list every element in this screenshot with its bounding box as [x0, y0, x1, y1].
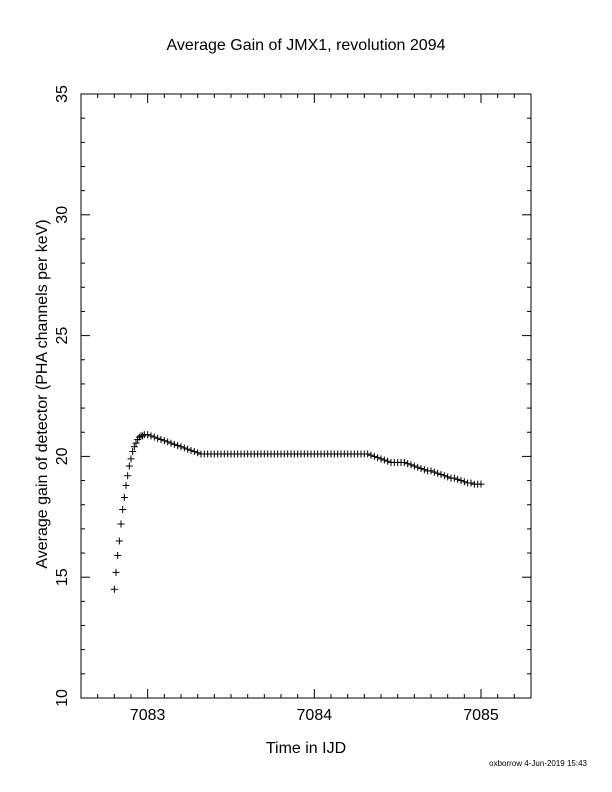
- data-point: [454, 475, 462, 483]
- data-point: [457, 477, 465, 485]
- plot-frame: [80, 93, 532, 699]
- data-point: [139, 432, 147, 440]
- data-point: [410, 462, 418, 470]
- data-point: [407, 461, 415, 469]
- data-point: [177, 443, 185, 451]
- data-point: [180, 444, 188, 452]
- data-point: [374, 454, 382, 462]
- data-point: [477, 480, 485, 488]
- data-point: [135, 433, 143, 441]
- data-point: [157, 435, 165, 443]
- data-point: [115, 537, 123, 545]
- data-point: [440, 472, 448, 480]
- axis-ticks: [80, 93, 532, 699]
- data-point: [420, 466, 428, 474]
- data-point: [112, 568, 120, 576]
- y-tick-label: 20: [54, 447, 71, 465]
- data-point: [450, 474, 458, 482]
- data-point: [190, 448, 198, 456]
- data-point: [114, 551, 122, 559]
- data-point: [377, 455, 385, 463]
- data-point: [437, 471, 445, 479]
- data-point: [147, 432, 155, 440]
- data-point: [117, 520, 125, 528]
- data-point: [127, 455, 135, 463]
- data-point: [170, 440, 178, 448]
- y-tick-label: 25: [54, 327, 71, 345]
- x-tick-label: 7084: [297, 707, 333, 724]
- data-point: [125, 462, 133, 470]
- data-point: [144, 431, 152, 439]
- chart-title: Average Gain of JMX1, revolution 2094: [166, 37, 446, 54]
- data-point: [364, 450, 372, 458]
- data-point: [154, 434, 162, 442]
- data-point: [367, 451, 375, 459]
- author-credit: oxborrow 4-Jun-2019 15:43: [489, 759, 587, 768]
- data-point: [467, 479, 475, 487]
- data-point: [167, 439, 175, 447]
- data-point: [460, 478, 468, 486]
- data-point: [400, 458, 408, 466]
- data-point: [129, 448, 137, 456]
- y-tick-label: 15: [54, 568, 71, 586]
- data-point: [417, 464, 425, 472]
- data-point: [434, 469, 442, 477]
- data-point: [414, 463, 422, 471]
- data-point: [120, 493, 128, 501]
- data-point: [404, 460, 412, 468]
- tick-labels: 10 15 20 25 30 35 7083 7084 7085: [54, 85, 499, 724]
- data-point: [444, 473, 452, 481]
- data-point: [119, 506, 127, 514]
- y-tick-label: 10: [54, 689, 71, 707]
- data-point: [427, 467, 435, 475]
- data-point: [130, 443, 138, 451]
- data-point: [194, 449, 202, 457]
- y-tick-label: 30: [54, 206, 71, 224]
- data-point: [370, 452, 378, 460]
- data-point: [187, 446, 195, 454]
- data-series: [110, 431, 485, 593]
- data-point: [150, 433, 158, 441]
- y-axis-label: Average gain of detector (PHA channels p…: [34, 219, 51, 569]
- data-point: [380, 456, 388, 464]
- data-point: [110, 585, 118, 593]
- data-point: [164, 438, 172, 446]
- data-point: [174, 442, 182, 450]
- data-point: [384, 457, 392, 465]
- data-point: [124, 472, 132, 480]
- data-point: [184, 445, 192, 453]
- data-point: [160, 437, 168, 445]
- x-tick-label: 7085: [463, 707, 499, 724]
- data-point: [132, 439, 140, 447]
- data-point: [430, 468, 438, 476]
- x-axis-label: Time in IJD: [265, 740, 347, 757]
- x-tick-label: 7083: [130, 707, 166, 724]
- data-point: [122, 481, 130, 489]
- y-tick-label: 35: [54, 85, 71, 103]
